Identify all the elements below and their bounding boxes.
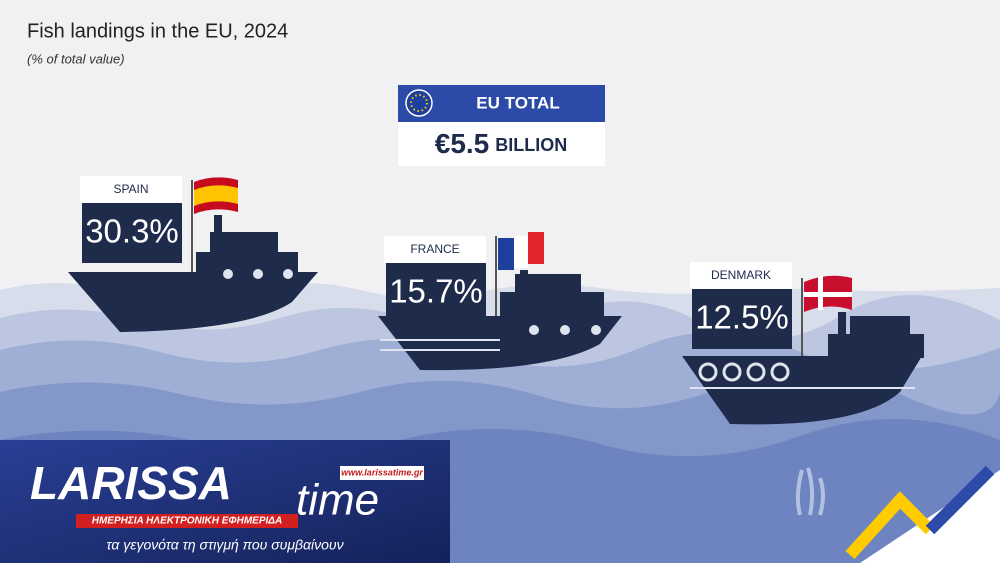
subtitle: (% of total value)	[27, 51, 125, 66]
country-value: 30.3%	[85, 213, 179, 250]
country-name: DENMARK	[711, 268, 771, 282]
country-value: 12.5%	[695, 299, 789, 336]
country-name: SPAIN	[113, 182, 148, 196]
eu-total-box	[398, 122, 605, 166]
logo-box	[0, 440, 450, 563]
logo-chevron	[845, 491, 935, 560]
country-value-box	[82, 203, 182, 263]
country-value: 15.7%	[389, 273, 483, 310]
eu-flag	[405, 89, 433, 117]
title: Fish landings in the EU, 2024	[27, 20, 288, 42]
boat	[682, 312, 924, 425]
portholes	[698, 362, 790, 382]
eu-total-amount: €5.5	[435, 128, 490, 159]
eu-stars	[410, 94, 428, 112]
flag	[514, 236, 528, 268]
logo-word: time	[296, 476, 379, 525]
country-name: FRANCE	[410, 242, 459, 256]
country-name-box	[80, 176, 182, 203]
country-labels: SPAIN 30.3% FRANCE 15.7% DENMARK 12.5%	[80, 176, 792, 349]
logo-tagline-box	[76, 514, 298, 528]
boat	[378, 270, 622, 371]
eu-total-label: EU TOTAL	[476, 93, 559, 112]
flag	[528, 232, 544, 264]
logo-tagline: ΗΜΕΡΗΣΙΑ ΗΛΕΚΤΡΟΝΙΚΗ ΕΦΗΜΕΡΙΔΑ	[92, 516, 282, 527]
logo-slogan: τα γεγονότα τη στιγμή που συμβαίνουν	[106, 537, 343, 553]
country-value-box	[692, 289, 792, 349]
country-value-box	[386, 263, 486, 323]
flag	[498, 238, 514, 270]
logo-url: www.larissatime.gr	[341, 467, 423, 477]
logo-name: LARISSA	[30, 457, 232, 509]
logo-chevron	[925, 465, 995, 535]
country-name-box	[384, 236, 486, 263]
seaweed	[795, 467, 825, 516]
flag	[194, 185, 238, 206]
logo-url-box	[340, 466, 424, 480]
boat	[68, 215, 318, 332]
country-name-box	[690, 262, 792, 289]
flag	[804, 292, 852, 297]
eu-total-value: €5.5 BILLION	[435, 128, 568, 159]
eu-total-unit: BILLION	[495, 135, 567, 155]
flag	[818, 276, 823, 310]
